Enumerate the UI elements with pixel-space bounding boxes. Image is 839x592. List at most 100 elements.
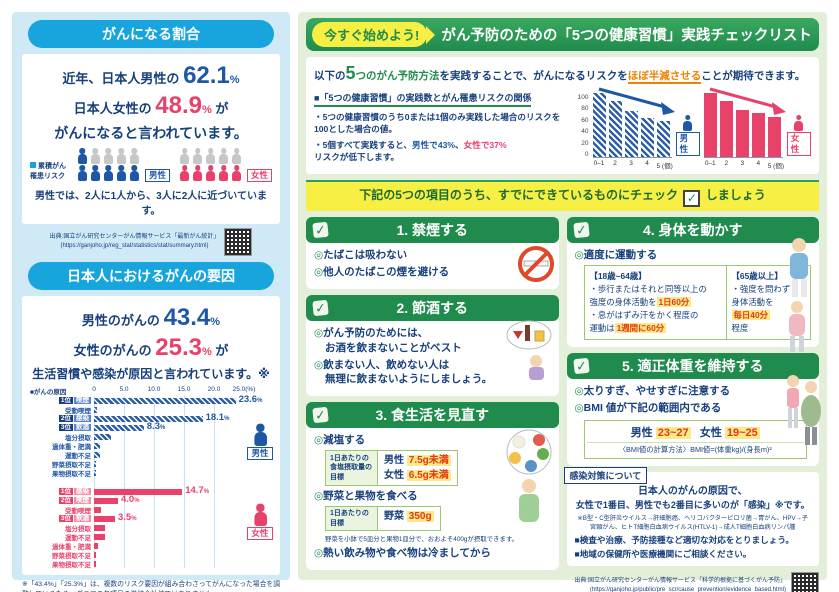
cause-line-3: 生活習慣や感染が原因と言われています。※ <box>32 367 270 381</box>
female-cause-value: 25.3 <box>155 334 202 361</box>
bar <box>94 397 236 404</box>
cause-chart-row: 3位 飲酒 8.3% <box>58 421 166 432</box>
walking-people-illustration-icon <box>789 238 808 352</box>
axis-tick: 3 <box>629 160 633 167</box>
infection-label: 感染対策について <box>563 466 648 484</box>
section-title-cancer-rate: がんになる割合 <box>28 20 274 48</box>
axis-tick: 3 <box>740 160 745 167</box>
checkbox-icon[interactable]: ✓ <box>312 221 329 239</box>
card-review-diet: ✓ 3. 食生活を見直す ◎減塩する <box>306 402 559 571</box>
bar <box>94 469 96 476</box>
cause-chart-row: 受動喫煙 <box>30 405 272 415</box>
bar <box>94 488 183 495</box>
cause-chart-row: 2位 感染 18.1% <box>58 412 230 423</box>
checkbox-icon[interactable]: ✓ <box>572 358 590 375</box>
infection-note: ※B型・C型肝炎ウイルス→肝細胞癌、ヘリコバクターピロリ菌→胃がん、HPV→子宮… <box>577 514 808 531</box>
male-person-icon <box>252 423 269 446</box>
bar-value-label: 14.7% <box>185 485 210 496</box>
picto-female <box>178 148 243 182</box>
chart-legend: ■がんの原因 <box>30 389 67 396</box>
checklist-header: 今すぐ始めよう! がん予防のための「5つの健康習慣」実践チェックリスト <box>306 18 819 51</box>
bmi-values: 男性 23~27 女性 19~25 <box>630 426 760 439</box>
drinks-illustration-icon <box>506 320 551 381</box>
axis-tick: 60 <box>581 116 589 124</box>
cancer-causes-box: 男性のがんの 43.4% 女性のがんの 25.3% が 生活習慣や感染が原因と言… <box>22 296 280 575</box>
person-icon <box>192 148 204 164</box>
bar <box>94 542 99 549</box>
card5-item-2: ◎BMI 値が下記の範囲内である <box>574 402 722 415</box>
exercise-18-64: 【18歳~64歳】 ・歩行またはそれと同等以上の 強度の身体活動を 1日60分 ・… <box>589 271 707 334</box>
bar <box>94 515 115 522</box>
female-person-icon <box>252 503 269 526</box>
card2-header: ✓ 2. 節酒する <box>306 295 559 322</box>
bar <box>94 415 203 422</box>
male-tag: 男性 <box>144 168 170 182</box>
bar <box>751 113 765 157</box>
person-icon <box>179 165 191 181</box>
axis-tick: 25.0(%) <box>232 386 256 393</box>
relation-bullet-2: ・5個すべて実践すると、男性で43%、女性で37% リスクが低下します。 <box>314 140 507 163</box>
section-title-cancer-causes: 日本人におけるがんの要因 <box>28 262 274 290</box>
card-moderate-drinking: ✓ 2. 節酒する ◎がん予防のためには、 お酒を飲まないことがベスト ◎飲まない… <box>306 295 559 397</box>
male-annotation: 男性 <box>246 430 274 460</box>
exercise-65-plus: 【65歳以上】 ・強度を問わず 身体活動を 毎日40分 程度 <box>725 266 810 340</box>
person-icon <box>231 148 243 164</box>
cause-chart-row: 過体重・肥満 <box>30 541 272 551</box>
person-icon <box>231 165 243 181</box>
axis-tick: 40 <box>581 128 589 136</box>
bar <box>94 424 144 431</box>
bar <box>94 506 102 513</box>
bar <box>94 460 97 467</box>
bmi-range-box: 男性 23~27 女性 19~25 〈BMI値の計算方法〉BMI値=(体重kg)… <box>583 419 807 459</box>
person-icon <box>76 148 88 164</box>
cancer-rate-box: 近年、日本人男性の 62.1% 日本人女性の 48.9% が がんになると言われ… <box>22 54 280 224</box>
bar <box>719 100 733 157</box>
card-quit-smoking: ✓ 1. 禁煙する ◎たばこは吸わない ◎他人のたばこの煙を避ける <box>306 217 559 290</box>
intro-line: 以下の5つのがん予防方法を実践することで、がんになるリスクをほぼ半減させることが… <box>314 63 806 84</box>
cause-chart-row: 野菜摂取不足 <box>30 459 272 469</box>
checkbox-icon[interactable]: ✓ <box>312 406 329 424</box>
footnote: ※「43.4%」「25.3%」は、複数のリスク要因が組み合わさってがんになった場… <box>22 581 280 592</box>
mini-y-axis: 100 80 60 40 20 0 <box>575 94 589 158</box>
relation-text: ■「5つの健康習慣」の実践数とがん罹患リスクの関係 ・5つの健康習慣のうち0また… <box>314 88 569 170</box>
card-maintain-weight: ✓ 5. 適正体重を維持する ◎太りすぎ、やせすぎに注意する <box>566 353 821 466</box>
axis-tick: 2 <box>724 160 729 167</box>
cause-chart-row: 果物摂取不足 <box>30 559 272 569</box>
pictogram: 累積がん罹患リスク 男性 女性 <box>30 148 273 182</box>
practice-risk-chart: 100 80 60 40 20 0 0–1 2 3 4 5 (個) 男性 0–1 2 3 4 5 (個) <box>575 87 811 170</box>
axis-tick: 4 <box>645 160 649 167</box>
axis-tick: 80 <box>581 105 589 113</box>
start-now-badge: 今すぐ始めよう! <box>312 22 428 47</box>
axis-tick: 5 (個) <box>656 163 673 170</box>
card5-item-1: ◎太りすぎ、やせすぎに注意する <box>574 385 731 398</box>
card-exercise: ✓ 4. 身体を動かす ◎適度に運動する <box>566 217 819 352</box>
bar <box>94 524 105 531</box>
vegetable-note: 野菜を小鉢で5皿分と果物1皿分で、おおよそ400gが摂取できます。 <box>325 536 518 544</box>
card5-header: ✓ 5. 適正体重を維持する <box>566 353 819 380</box>
bar <box>94 442 100 449</box>
person-icon <box>89 148 101 164</box>
source-text-right: 出典:国立がん研究センターがん情報サービス「科学的根拠に基づくがん予防」 (ht… <box>574 578 786 592</box>
person-icon <box>102 148 114 164</box>
checkbox-icon[interactable]: ✓ <box>312 300 329 317</box>
checkbox-icon[interactable]: ✓ <box>572 221 590 239</box>
person-icon <box>192 165 204 181</box>
cause-chart-row: 2位 喫煙 4.0% <box>58 494 140 505</box>
bar <box>624 110 638 157</box>
checklist-title: がん予防のための「5つの健康習慣」実践チェックリスト <box>441 28 812 44</box>
cause-line-female: 女性のがんの 25.3% が <box>73 334 229 361</box>
male-x-labels: 0–1 2 3 4 5 (個) <box>593 160 673 170</box>
bar <box>608 101 622 157</box>
person-icon <box>115 165 127 181</box>
male-bars <box>592 93 672 158</box>
rate-line-3: がんになると言われています。 <box>54 125 248 141</box>
checkbox-icon[interactable]: ✓ <box>683 190 701 207</box>
check-banner: 下記の5つの項目のうち、すでにできているものにチェック ✓ しましょう <box>306 180 819 211</box>
cause-chart-row: 運動不足 <box>30 532 272 542</box>
card3-header: ✓ 3. 食生活を見直す <box>306 402 559 429</box>
cause-chart-row: 受動喫煙 <box>30 505 272 515</box>
right-panel: 今すぐ始めよう! がん予防のための「5つの健康習慣」実践チェックリスト 以下の5… <box>298 12 827 592</box>
cause-line-male: 男性のがんの 43.4% <box>81 304 221 331</box>
male-person-icon <box>682 115 694 131</box>
exercise-target-box: 【18歳~64歳】 ・歩行またはそれと同等以上の 強度の身体活動を 1日60分 ・… <box>583 265 811 341</box>
